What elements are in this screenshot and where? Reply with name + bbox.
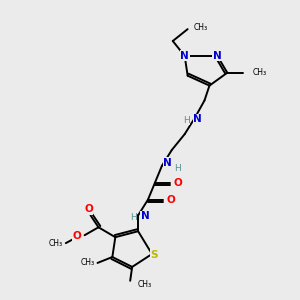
Text: S: S: [150, 250, 158, 260]
Text: O: O: [72, 231, 81, 241]
Text: O: O: [173, 178, 182, 188]
Text: CH₃: CH₃: [194, 22, 208, 32]
Text: CH₃: CH₃: [80, 258, 94, 267]
Text: N: N: [193, 114, 202, 124]
Text: O: O: [167, 194, 175, 205]
Text: O: O: [84, 204, 93, 214]
Text: CH₃: CH₃: [138, 280, 152, 289]
Text: CH₃: CH₃: [253, 68, 267, 77]
Text: N: N: [213, 51, 222, 61]
Text: N: N: [164, 158, 172, 168]
Text: H: H: [130, 213, 136, 222]
Text: N: N: [180, 51, 189, 61]
Text: N: N: [141, 212, 149, 221]
Text: CH₃: CH₃: [49, 238, 63, 247]
Text: H: H: [174, 164, 181, 173]
Text: H: H: [183, 116, 190, 125]
